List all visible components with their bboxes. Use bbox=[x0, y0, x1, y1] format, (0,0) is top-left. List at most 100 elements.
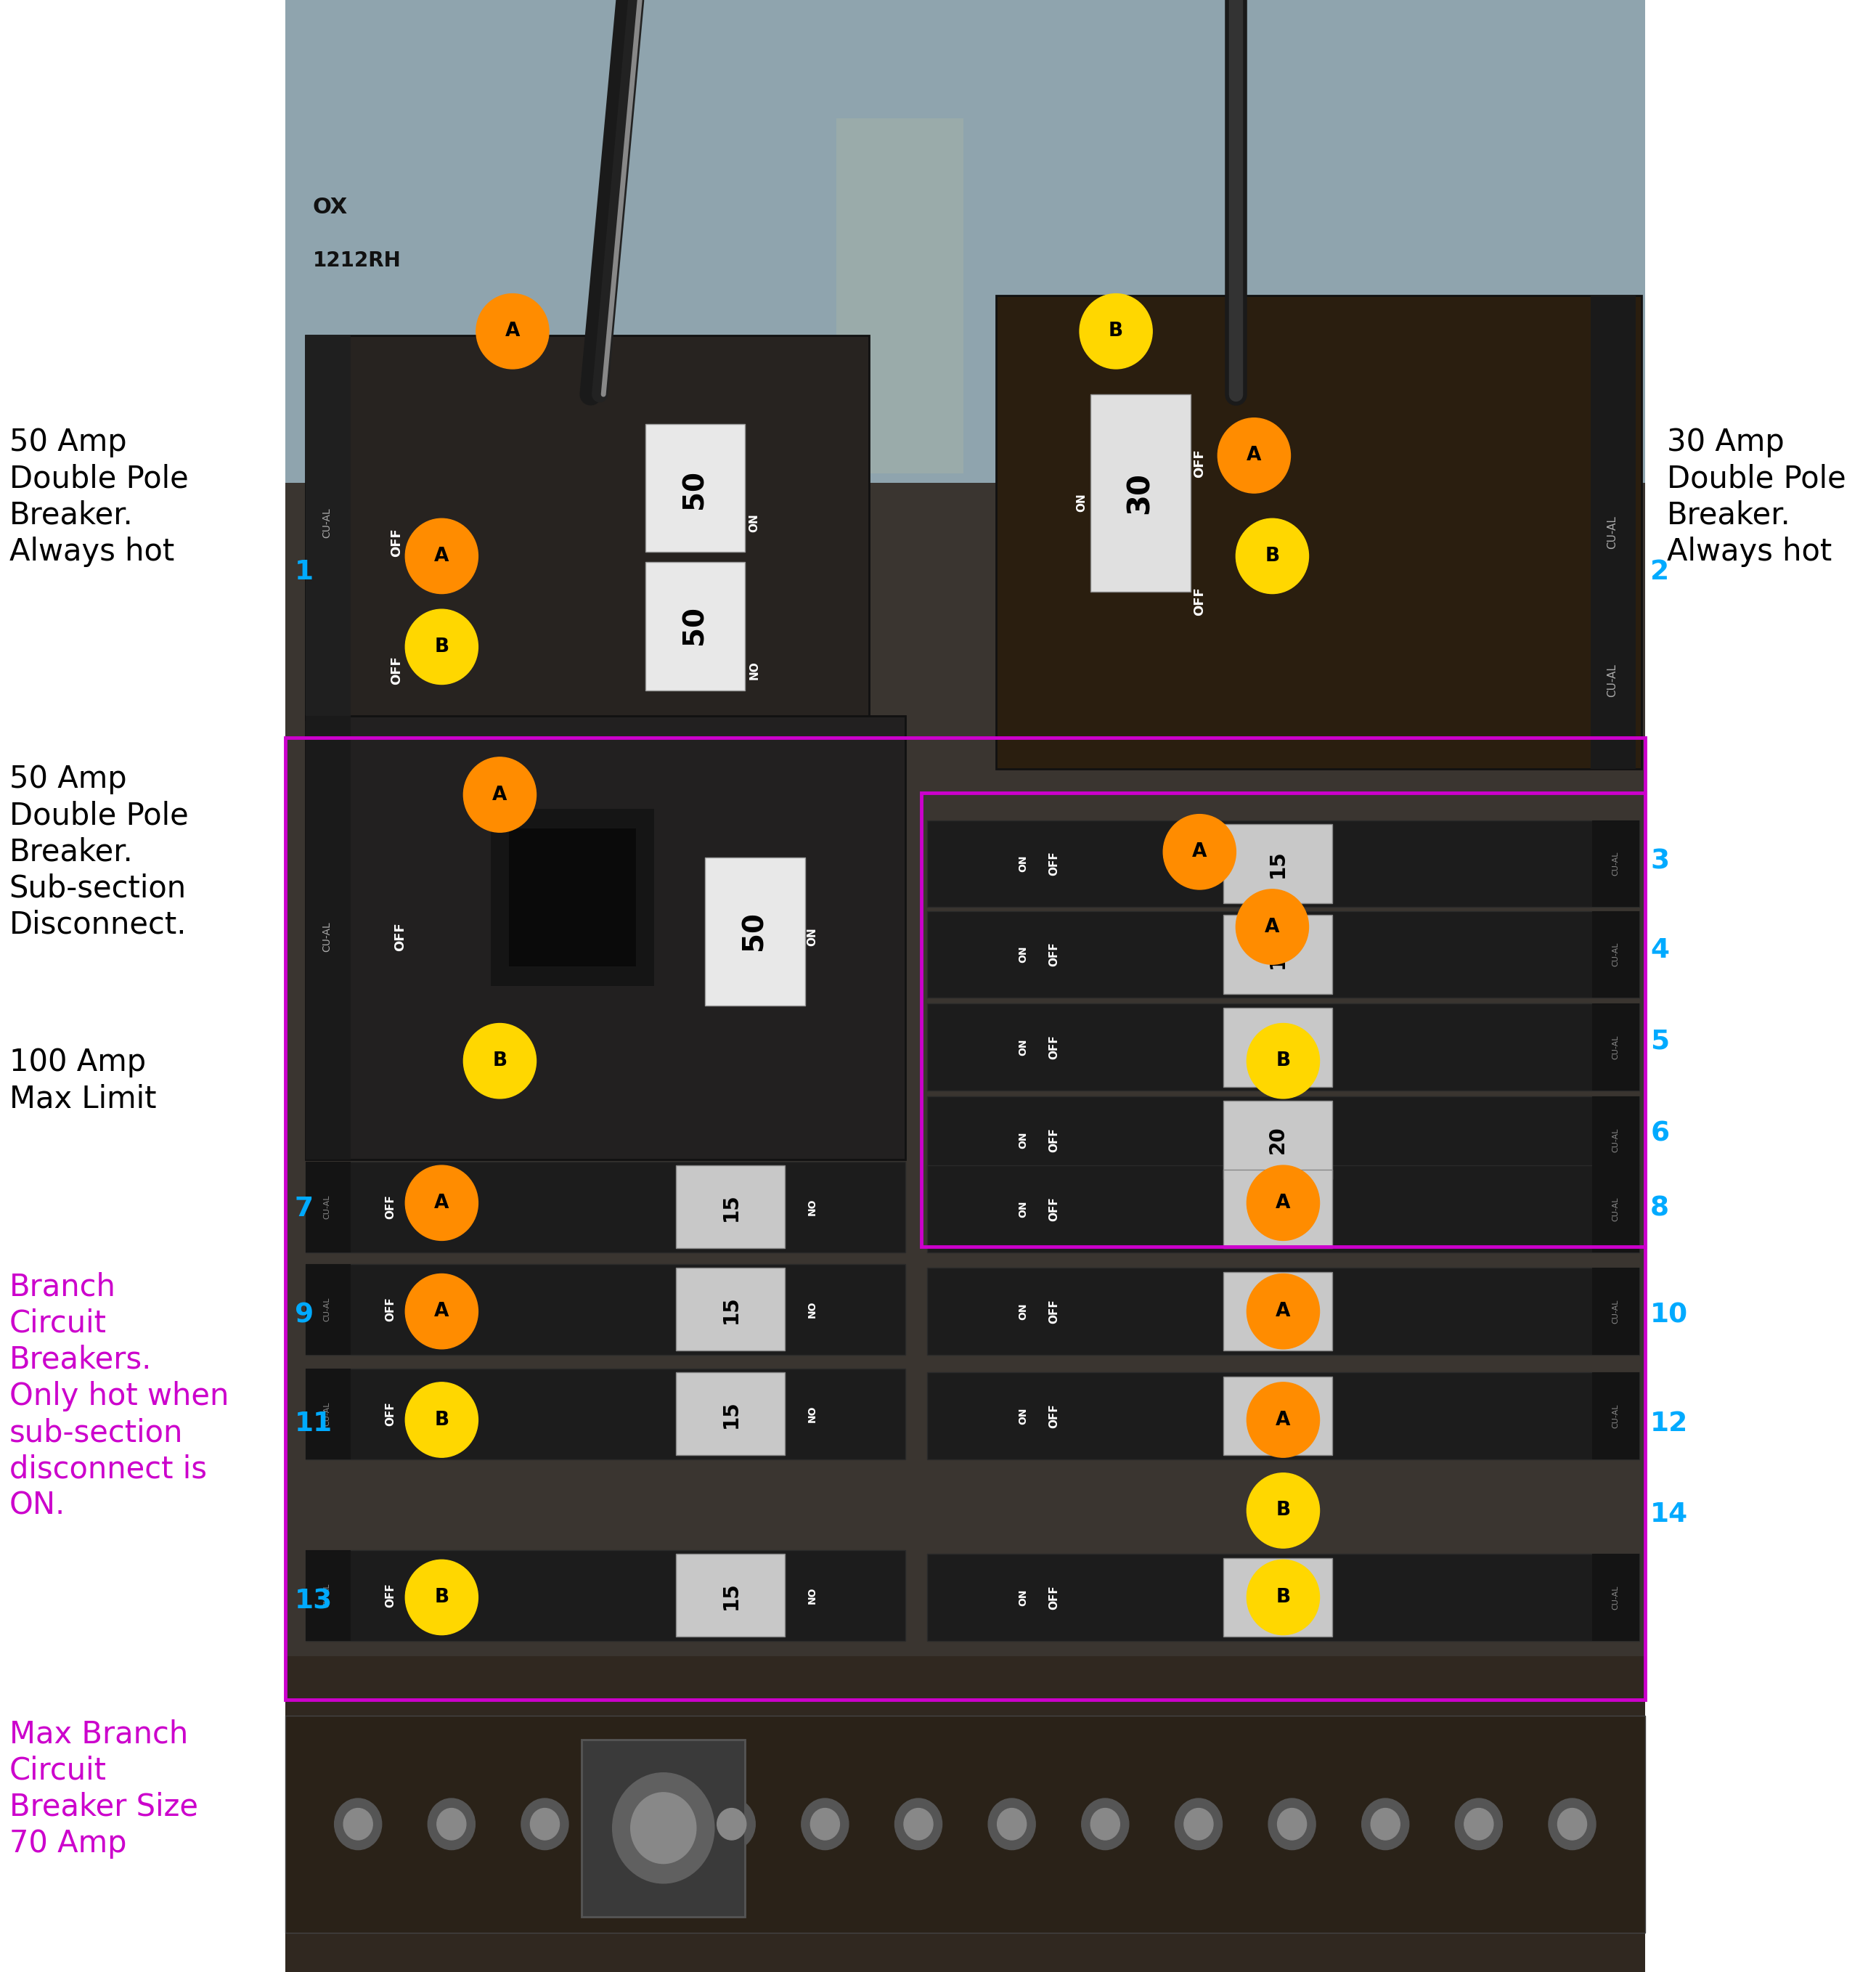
Text: CU-AL: CU-AL bbox=[1611, 1197, 1619, 1221]
Text: A: A bbox=[1248, 446, 1261, 465]
Circle shape bbox=[1174, 1798, 1223, 1850]
Text: 15: 15 bbox=[720, 1400, 741, 1428]
Circle shape bbox=[707, 1798, 756, 1850]
Text: OFF: OFF bbox=[1049, 1404, 1060, 1428]
Ellipse shape bbox=[1163, 814, 1236, 889]
Bar bbox=[306, 716, 904, 1160]
Text: OFF: OFF bbox=[1049, 1128, 1060, 1152]
Bar bbox=[837, 118, 962, 473]
Text: 50 Amp
Double Pole
Breaker.
Always hot: 50 Amp Double Pole Breaker. Always hot bbox=[9, 428, 188, 566]
Ellipse shape bbox=[1236, 889, 1309, 964]
Ellipse shape bbox=[477, 294, 550, 369]
Text: OFF: OFF bbox=[390, 657, 403, 684]
Bar bbox=[508, 828, 636, 966]
Text: ON: ON bbox=[807, 927, 818, 947]
Text: A: A bbox=[1276, 1410, 1291, 1430]
Text: ON: ON bbox=[1019, 1408, 1028, 1424]
Circle shape bbox=[810, 1808, 840, 1840]
Circle shape bbox=[343, 1808, 373, 1840]
Text: OFF: OFF bbox=[1049, 1197, 1060, 1221]
Bar bbox=[306, 1550, 351, 1641]
Bar bbox=[927, 911, 1640, 998]
Text: ON: ON bbox=[1019, 1589, 1028, 1605]
Text: 12: 12 bbox=[1651, 1410, 1688, 1438]
Bar bbox=[1223, 1558, 1332, 1637]
Text: ON: ON bbox=[1077, 493, 1086, 513]
Bar bbox=[1593, 1165, 1640, 1252]
Ellipse shape bbox=[1248, 1023, 1319, 1098]
Circle shape bbox=[522, 1798, 568, 1850]
Bar bbox=[675, 1165, 786, 1248]
Text: 15: 15 bbox=[1268, 941, 1289, 968]
Bar bbox=[645, 562, 745, 690]
Bar bbox=[306, 1162, 904, 1252]
Circle shape bbox=[1371, 1808, 1399, 1840]
Ellipse shape bbox=[1218, 418, 1291, 493]
Text: A: A bbox=[1276, 1302, 1291, 1321]
Text: CU-AL: CU-AL bbox=[1611, 1035, 1619, 1059]
Bar bbox=[306, 1369, 351, 1459]
Text: 20: 20 bbox=[1268, 1584, 1289, 1611]
Text: 14: 14 bbox=[1651, 1501, 1688, 1528]
Circle shape bbox=[630, 1793, 696, 1864]
Text: CU-AL: CU-AL bbox=[323, 1195, 330, 1219]
Text: OFF: OFF bbox=[385, 1402, 396, 1426]
Text: OFF: OFF bbox=[390, 528, 403, 556]
Text: ON: ON bbox=[1019, 1303, 1028, 1319]
Bar bbox=[1593, 1373, 1640, 1459]
Circle shape bbox=[989, 1798, 1036, 1850]
Text: ON: ON bbox=[1019, 947, 1028, 962]
Text: 13: 13 bbox=[295, 1587, 332, 1615]
Text: OFF: OFF bbox=[1049, 943, 1060, 966]
Bar bbox=[927, 1268, 1640, 1355]
Bar bbox=[675, 1268, 786, 1351]
Text: A: A bbox=[505, 321, 520, 341]
Text: Max Branch
Circuit
Breaker Size
70 Amp: Max Branch Circuit Breaker Size 70 Amp bbox=[9, 1720, 197, 1858]
Circle shape bbox=[1465, 1808, 1493, 1840]
Text: B: B bbox=[1276, 1587, 1291, 1607]
Bar bbox=[306, 716, 351, 1160]
Text: B: B bbox=[435, 1410, 448, 1430]
Text: B: B bbox=[493, 1051, 507, 1071]
Bar bbox=[645, 424, 745, 552]
Ellipse shape bbox=[1248, 1382, 1319, 1457]
Bar bbox=[306, 1264, 904, 1355]
Text: NO: NO bbox=[807, 1302, 818, 1317]
Text: OFF: OFF bbox=[1049, 1585, 1060, 1609]
Circle shape bbox=[717, 1808, 747, 1840]
Text: A: A bbox=[433, 1193, 448, 1213]
Circle shape bbox=[904, 1808, 932, 1840]
Bar bbox=[306, 335, 351, 720]
Bar bbox=[1593, 1554, 1640, 1641]
Circle shape bbox=[615, 1798, 662, 1850]
Circle shape bbox=[623, 1808, 653, 1840]
Text: 8: 8 bbox=[1651, 1195, 1670, 1223]
Text: 20: 20 bbox=[1268, 1126, 1289, 1154]
Text: OX: OX bbox=[313, 197, 347, 217]
Ellipse shape bbox=[1248, 1274, 1319, 1349]
Text: NO: NO bbox=[807, 1199, 818, 1215]
Ellipse shape bbox=[1248, 1165, 1319, 1240]
Bar bbox=[285, 1716, 1645, 1933]
Text: CU-AL: CU-AL bbox=[323, 921, 332, 952]
Circle shape bbox=[612, 1773, 715, 1883]
Text: 50: 50 bbox=[681, 469, 707, 509]
Text: 1212RH: 1212RH bbox=[313, 250, 401, 270]
Text: B: B bbox=[435, 637, 448, 657]
Bar bbox=[927, 1165, 1640, 1252]
Circle shape bbox=[1557, 1808, 1587, 1840]
Circle shape bbox=[998, 1808, 1026, 1840]
Ellipse shape bbox=[405, 1560, 478, 1635]
Text: B: B bbox=[1264, 546, 1279, 566]
Bar bbox=[927, 1554, 1640, 1641]
Text: Branch
Circuit
Breakers.
Only hot when
sub-section
disconnect is
ON.: Branch Circuit Breakers. Only hot when s… bbox=[9, 1272, 229, 1520]
Bar bbox=[1593, 1096, 1640, 1183]
Bar bbox=[1593, 820, 1640, 907]
Text: 7: 7 bbox=[295, 1195, 313, 1223]
Text: 15: 15 bbox=[1268, 850, 1289, 878]
Ellipse shape bbox=[1236, 519, 1309, 594]
Bar bbox=[285, 1656, 1645, 1972]
Text: 5: 5 bbox=[1651, 1027, 1670, 1055]
Bar bbox=[1223, 1008, 1332, 1087]
Bar bbox=[306, 1264, 351, 1355]
